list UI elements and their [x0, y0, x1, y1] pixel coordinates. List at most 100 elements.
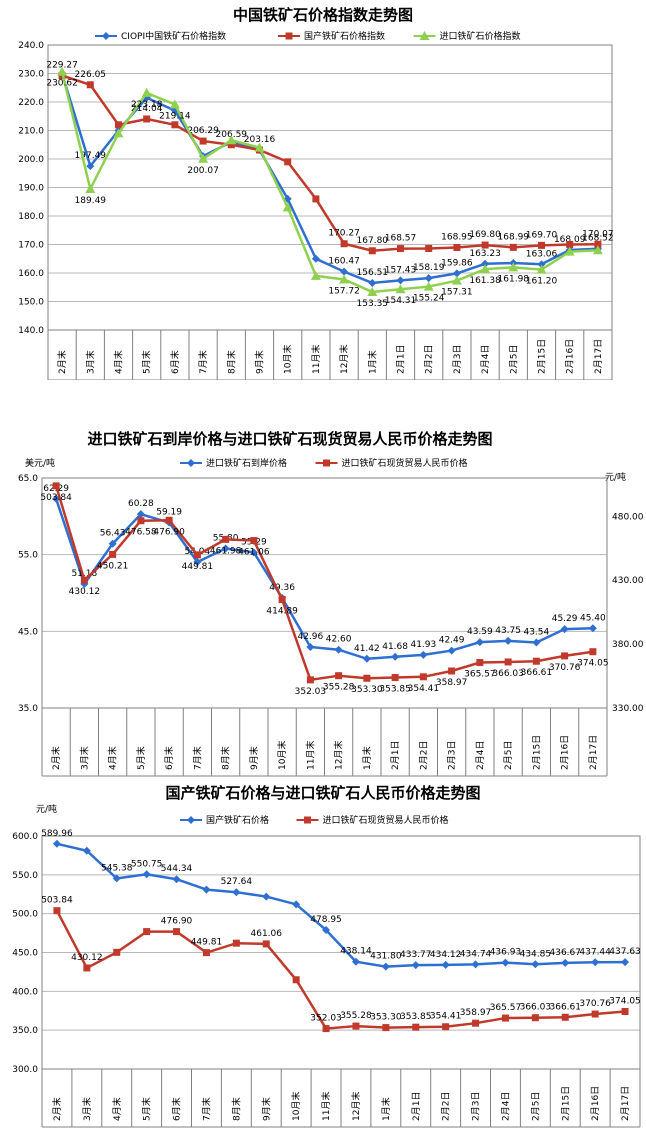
data-label: 197.49: [75, 151, 107, 161]
data-label: 366.03: [520, 1003, 552, 1013]
data-point: [322, 926, 331, 935]
x-tick-label: 2月4日: [500, 1092, 511, 1121]
data-point: [306, 676, 314, 684]
data-label: 431.80: [370, 952, 402, 962]
data-label: 438.14: [340, 947, 372, 957]
data-point: [53, 907, 61, 915]
data-point: [532, 657, 540, 665]
y-tick-label: 230.0: [18, 70, 44, 80]
series-line: [54, 485, 594, 682]
data-label: 434.12: [430, 950, 462, 960]
x-tick-label: 2月4日: [475, 741, 486, 770]
data-point: [311, 254, 320, 263]
data-point: [172, 875, 181, 884]
x-tick-label: 2月2日: [441, 1092, 452, 1121]
data-label: 374.05: [609, 996, 641, 1006]
data-point: [453, 243, 461, 251]
data-point: [306, 642, 315, 651]
y-tick-label: 35.0: [18, 704, 38, 714]
data-point: [508, 262, 519, 272]
data-point: [381, 962, 390, 971]
data-label: 43.59: [467, 627, 493, 637]
data-label: 42.96: [297, 632, 323, 642]
data-point: [173, 928, 181, 936]
data-point: [391, 674, 399, 682]
data-label: 154.31: [385, 296, 417, 306]
data-point: [382, 1024, 390, 1032]
data-point: [368, 247, 376, 255]
data-point: [447, 646, 456, 655]
chart-ciopi-index: 中国铁矿石价格指数走势图 140.0 150.0 160.0 170.0 180.0 190…: [0, 0, 646, 380]
x-tick-label: 10月末: [276, 741, 288, 770]
data-point: [310, 270, 321, 280]
x-tick-label: 7月末: [200, 1097, 212, 1121]
data-label: 365.57: [464, 670, 496, 680]
y-tick-label: 140.0: [18, 326, 44, 336]
x-tick-label: 2月5日: [508, 345, 519, 374]
chart-title: 国产铁矿石价格与进口铁矿石人民币价格走势图: [165, 784, 480, 802]
data-point: [419, 650, 428, 659]
legend-marker: [419, 31, 430, 40]
chart-title: 中国铁矿石价格指数走势图: [233, 6, 413, 24]
data-point: [193, 551, 201, 559]
x-tick-label: 2月2日: [424, 345, 435, 374]
x-tick-label: 4月末: [107, 746, 119, 770]
data-label: 157.31: [441, 288, 473, 298]
data-label: 370.76: [579, 999, 611, 1009]
data-label: 214.04: [131, 104, 163, 114]
x-tick-label: 2月16日: [560, 735, 571, 770]
data-point: [362, 654, 371, 663]
data-label: 230.62: [46, 79, 78, 89]
data-label: 430.12: [71, 953, 103, 963]
data-label: 60.28: [128, 499, 154, 509]
data-label: 206.59: [216, 130, 248, 140]
data-label: 219.14: [159, 111, 191, 121]
x-tick-label: 8月末: [225, 350, 237, 374]
data-point: [340, 267, 349, 276]
data-point: [112, 874, 121, 883]
x-tick-label: 3月末: [81, 1097, 93, 1121]
y-tick-label: 210.0: [18, 127, 44, 137]
data-point: [423, 281, 434, 291]
x-tick-label: 2月2日: [418, 741, 429, 770]
data-label: 449.81: [191, 938, 223, 948]
x-tick-label: 2月1日: [411, 1092, 422, 1121]
data-label: 168.09: [554, 235, 586, 245]
x-tick-label: 4月末: [111, 1097, 123, 1121]
x-tick-label: 1月末: [380, 1097, 392, 1121]
y-tick-label: 45.0: [18, 627, 38, 637]
y-tick-label: 400.0: [12, 987, 38, 997]
y-axis-label-left: 美元/吨: [25, 457, 55, 469]
x-tick-label: 5月末: [141, 1097, 153, 1121]
data-label: 353.85: [379, 685, 411, 695]
data-point: [339, 274, 350, 284]
series-line: [61, 74, 598, 253]
data-point: [82, 846, 91, 855]
y-tick-label: 200.0: [18, 155, 44, 165]
data-label: 229.27: [46, 61, 78, 71]
x-tick-label: 2月末: [50, 746, 62, 770]
data-point: [80, 576, 88, 584]
data-point: [591, 1010, 599, 1018]
data-point: [367, 286, 378, 296]
data-label: 433.77: [400, 950, 432, 960]
data-label: 436.67: [550, 948, 582, 958]
x-tick-label: 11月末: [304, 741, 316, 770]
data-label: 168.52: [582, 234, 614, 244]
data-label: 354.41: [408, 684, 440, 694]
data-point: [292, 976, 300, 984]
data-point: [452, 269, 461, 278]
data-label: 59.19: [156, 508, 182, 518]
data-point: [588, 624, 597, 633]
data-point: [165, 516, 173, 524]
data-label: 206.29: [187, 126, 219, 136]
x-tick-label: 4月末: [113, 350, 125, 374]
x-tick-label: 10月末: [290, 1092, 302, 1121]
x-tick-label: 5月末: [135, 746, 147, 770]
data-label: 366.61: [550, 1002, 582, 1012]
x-tick-label: 11月末: [320, 1092, 332, 1121]
data-label: 160.47: [328, 257, 360, 267]
data-point: [137, 517, 145, 525]
data-label: 503.84: [41, 896, 73, 906]
data-label: 203.16: [244, 135, 276, 145]
